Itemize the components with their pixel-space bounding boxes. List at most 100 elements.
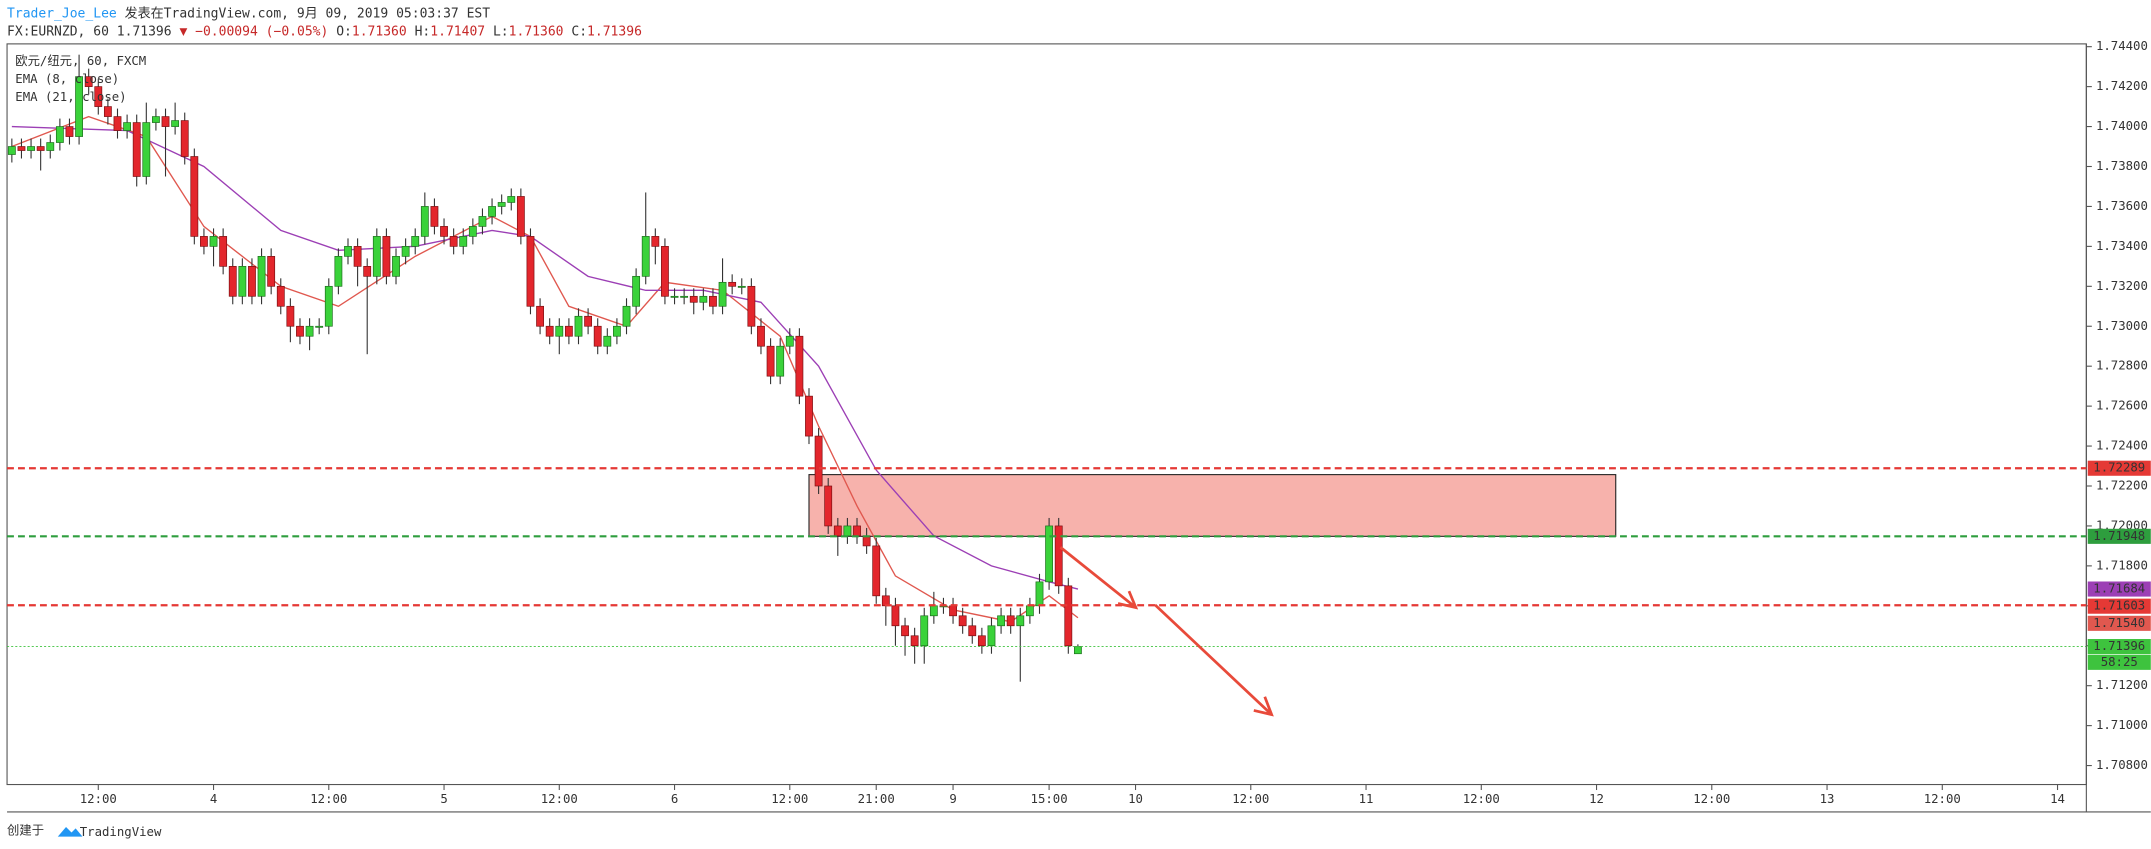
candle-body bbox=[94, 86, 103, 107]
y-tick-label: 1.72400 bbox=[2096, 439, 2148, 453]
y-tick-label: 1.73800 bbox=[2096, 159, 2148, 173]
candle-body bbox=[7, 146, 16, 155]
countdown-tag bbox=[2087, 654, 2151, 670]
candle-body bbox=[536, 305, 544, 327]
candle-body bbox=[315, 325, 324, 328]
footer-created: 创建于 bbox=[7, 824, 44, 838]
candle-body bbox=[296, 325, 304, 337]
x-tick-label: 12:00 bbox=[1924, 792, 1961, 806]
author[interactable]: Trader_Joe_Lee bbox=[7, 6, 117, 21]
header-line-1: Trader_Joe_Lee 发表在TradingView.com, 9月 09… bbox=[7, 5, 490, 21]
price-tag-label: 1.72289 bbox=[2093, 461, 2145, 475]
candle-body bbox=[334, 256, 343, 287]
arrow-line bbox=[1154, 603, 1273, 716]
candle-body bbox=[1035, 581, 1044, 607]
candle-body bbox=[824, 485, 833, 527]
price-tag bbox=[2087, 528, 2151, 544]
candle-body bbox=[997, 615, 1005, 627]
candle-body bbox=[1006, 615, 1015, 627]
candle-body bbox=[392, 256, 400, 277]
candle-body bbox=[123, 122, 132, 131]
candle-body bbox=[680, 295, 689, 298]
x-tick-label: 4 bbox=[210, 792, 217, 806]
legend-entry: EMA (8, close) bbox=[15, 72, 119, 86]
candle-body bbox=[910, 635, 919, 647]
price-tag-label: 1.71603 bbox=[2093, 599, 2145, 613]
candle-body bbox=[526, 236, 535, 307]
price-tag bbox=[2087, 615, 2151, 631]
candle-body bbox=[171, 120, 180, 127]
candle-body bbox=[65, 126, 74, 137]
candle-body bbox=[132, 122, 141, 177]
candle-body bbox=[766, 345, 775, 377]
candle-body bbox=[286, 305, 295, 327]
x-tick-label: 9 bbox=[949, 792, 956, 806]
candle-body bbox=[257, 256, 266, 297]
candle-body bbox=[1054, 525, 1063, 587]
x-tick-label: 12:00 bbox=[1232, 792, 1269, 806]
candle-body bbox=[651, 236, 660, 247]
candle-body bbox=[977, 635, 986, 647]
candle-body bbox=[814, 435, 823, 487]
o-value: 1.71360 bbox=[352, 24, 407, 39]
candle-body bbox=[689, 295, 698, 303]
price-tag bbox=[2087, 460, 2151, 476]
price-tag-label: 1.71948 bbox=[2093, 529, 2145, 543]
candle-body bbox=[382, 236, 391, 277]
candle-body bbox=[1045, 525, 1054, 583]
candle-body bbox=[84, 76, 93, 87]
x-tick-label: 6 bbox=[671, 792, 678, 806]
price-tag-label: 1.71540 bbox=[2093, 616, 2145, 630]
legend-entry: EMA (21, close) bbox=[15, 90, 126, 104]
candle-body bbox=[584, 315, 593, 327]
candle-body bbox=[545, 325, 554, 337]
arrow-head bbox=[1253, 696, 1274, 717]
candle-body bbox=[75, 76, 83, 137]
candle-body bbox=[718, 281, 727, 307]
y-tick-label: 1.70800 bbox=[2096, 758, 2148, 772]
candle-body bbox=[46, 142, 55, 151]
candle-body bbox=[670, 295, 679, 298]
candle-body bbox=[728, 281, 737, 287]
candle-body bbox=[862, 535, 871, 547]
candle-body bbox=[1025, 605, 1034, 617]
y-tick-label: 1.74400 bbox=[2096, 39, 2148, 53]
h-value: 1.71407 bbox=[430, 24, 485, 39]
candle-body bbox=[305, 325, 314, 337]
plot bbox=[7, 54, 2087, 682]
candle-body bbox=[200, 236, 208, 247]
x-tick-label: 15:00 bbox=[1031, 792, 1068, 806]
candle-body bbox=[411, 236, 420, 247]
change: ▼ −0.00094 (−0.05%) bbox=[179, 24, 328, 39]
candle-body bbox=[968, 625, 977, 637]
candle-body bbox=[613, 325, 621, 337]
candle-body bbox=[929, 605, 938, 617]
y-tick-label: 1.71200 bbox=[2096, 678, 2148, 692]
candle-body bbox=[152, 116, 160, 123]
resistance-zone bbox=[808, 474, 1617, 537]
footer-brand[interactable]: TradingView bbox=[80, 825, 162, 839]
candle-body bbox=[1016, 615, 1025, 627]
candle-body bbox=[661, 246, 669, 297]
x-tick-label: 5 bbox=[440, 792, 447, 806]
candle-body bbox=[632, 275, 641, 307]
candle-body bbox=[833, 525, 842, 537]
candle-body bbox=[353, 246, 362, 267]
candle-body bbox=[507, 196, 516, 203]
y-tick-label: 1.73600 bbox=[2096, 199, 2148, 213]
candle-body bbox=[363, 266, 372, 277]
x-tick-label: 12:00 bbox=[80, 792, 117, 806]
candle-body bbox=[488, 206, 496, 217]
candle-body bbox=[843, 525, 852, 537]
y-tick-label: 1.72600 bbox=[2096, 399, 2148, 413]
candle-body bbox=[459, 236, 468, 247]
candle-body bbox=[872, 545, 881, 597]
candle-body bbox=[420, 206, 429, 237]
h-label: H: bbox=[415, 24, 431, 39]
candle-body bbox=[747, 285, 756, 327]
candle-body bbox=[593, 325, 602, 347]
candle-body bbox=[267, 256, 276, 287]
